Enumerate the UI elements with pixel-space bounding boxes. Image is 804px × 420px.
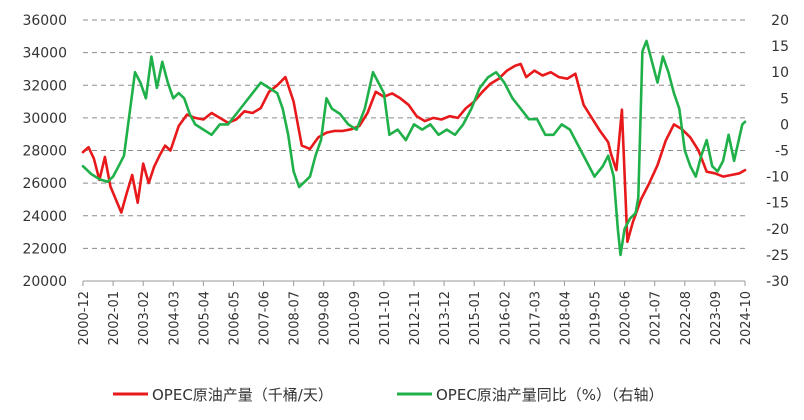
right-tick-label: -30: [766, 274, 789, 290]
x-tick-label: 2024-10: [739, 291, 754, 345]
x-tick-label: 2002-01: [107, 291, 122, 345]
right-tick-label: 5: [780, 91, 789, 107]
x-tick-label: 2003-02: [137, 291, 152, 345]
x-tick-label: 2007-06: [258, 291, 273, 345]
right-tick-label: -20: [766, 222, 789, 238]
left-tick-label: 28000: [22, 144, 67, 160]
left-tick-label: 20000: [22, 274, 67, 290]
right-tick-label: 10: [771, 65, 789, 81]
x-tick-label: 2012-11: [408, 291, 423, 345]
left-tick-label: 34000: [22, 46, 67, 62]
left-tick-label: 32000: [22, 78, 67, 94]
left-tick-label: 26000: [22, 176, 67, 192]
series-line-yoy: [81, 39, 747, 257]
x-tick-label: 2008-07: [288, 291, 303, 345]
left-tick-label: 36000: [22, 13, 67, 29]
right-tick-label: -10: [766, 170, 789, 186]
x-tick-label: 2016-02: [498, 291, 513, 345]
series-line-production: [81, 62, 747, 244]
right-tick-label: 15: [771, 39, 789, 55]
x-tick-label: 2022-08: [679, 291, 694, 345]
right-tick-label: -25: [766, 248, 789, 264]
x-tick-label: 2005-04: [197, 291, 212, 345]
x-tick-label: 2010-09: [348, 291, 363, 345]
x-tick-label: 2011-10: [378, 291, 393, 345]
grid-lines: [83, 19, 745, 282]
x-tick-label: 2015-01: [468, 291, 483, 345]
x-tick-label: 2000-12: [77, 291, 92, 345]
x-axis: 2000-12 2002-01 2003-02 2004-03 2005-04 2006-…: [77, 281, 754, 345]
right-tick-label: -15: [766, 196, 789, 212]
legend: OPEC原油产量（千桶/天） OPEC原油产量同比（%）（右轴）: [113, 386, 664, 404]
series-lines: [81, 39, 747, 257]
legend-label-production: OPEC原油产量（千桶/天）: [152, 386, 333, 404]
x-tick-label: 2019-05: [589, 291, 604, 345]
right-tick-label: 0: [780, 117, 789, 133]
x-tick-label: 2020-06: [619, 291, 634, 345]
x-tick-label: 2018-04: [558, 291, 573, 345]
x-tick-label: 2021-07: [649, 291, 664, 345]
legend-label-yoy: OPEC原油产量同比（%）（右轴）: [436, 386, 664, 404]
x-tick-label: 2023-09: [709, 291, 724, 345]
left-tick-label: 24000: [22, 209, 67, 225]
x-tick-label: 2006-05: [227, 291, 242, 345]
x-tick-label: 2013-12: [438, 291, 453, 345]
left-tick-label: 22000: [22, 241, 67, 257]
right-tick-label: 20: [771, 13, 789, 29]
x-tick-label: 2017-03: [528, 291, 543, 345]
right-tick-label: -5: [775, 144, 789, 160]
x-tick-label: 2009-08: [318, 291, 333, 345]
right-axis-ticks: -30 -25 -20 -15 -10 -5 0 5 10 15 20: [766, 13, 789, 290]
x-tick-label: 2004-03: [167, 291, 182, 345]
left-axis-ticks: 20000 22000 24000 26000 28000 30000 32000 34000…: [22, 13, 67, 290]
left-tick-label: 30000: [22, 111, 67, 127]
